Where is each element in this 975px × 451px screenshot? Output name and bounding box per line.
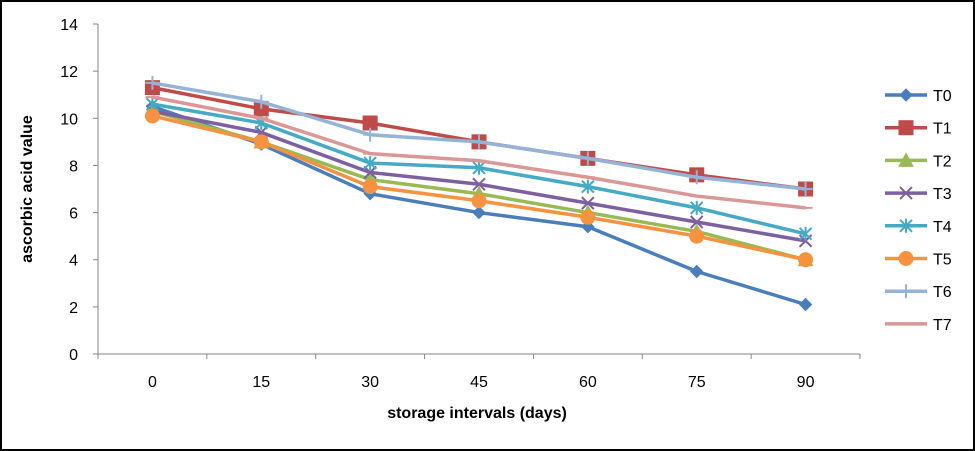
legend-marker — [898, 152, 914, 167]
x-tick-label: 90 — [797, 374, 815, 391]
data-point — [581, 179, 595, 194]
data-point — [362, 179, 378, 195]
data-point — [689, 170, 704, 185]
legend-label: T6 — [933, 284, 952, 301]
y-tick-label: 2 — [69, 300, 78, 317]
legend-item-t2: T2 — [885, 152, 952, 170]
data-point — [363, 156, 377, 171]
legend-marker — [899, 186, 913, 200]
series-t7 — [145, 95, 813, 210]
legend-label: T7 — [933, 317, 952, 334]
data-point — [472, 205, 486, 220]
data-point — [254, 94, 269, 109]
series-t3 — [145, 104, 813, 248]
legend-label: T4 — [933, 219, 952, 236]
legend-label: T0 — [933, 88, 952, 105]
data-point — [253, 134, 269, 150]
series-layer — [144, 75, 814, 312]
legend-label: T2 — [933, 153, 952, 170]
legend-marker — [899, 284, 913, 299]
legend-item-t6: T6 — [885, 284, 952, 301]
legend-item-t3: T3 — [885, 186, 952, 203]
legend-label: T3 — [933, 186, 952, 203]
data-point — [798, 182, 813, 196]
data-point — [798, 297, 813, 312]
data-point — [471, 193, 487, 209]
data-point — [690, 264, 704, 279]
data-point — [363, 127, 378, 142]
data-point — [144, 108, 160, 124]
legend-marker — [898, 251, 914, 266]
x-tick-label: 45 — [470, 374, 488, 391]
data-point — [363, 165, 377, 180]
legend-marker — [899, 218, 913, 233]
data-point — [145, 75, 160, 90]
legend-item-t7: T7 — [885, 317, 952, 334]
data-point — [690, 200, 704, 215]
legend-label: T1 — [933, 121, 952, 138]
y-tick-label: 10 — [60, 111, 78, 128]
data-point — [689, 228, 705, 244]
data-point — [580, 151, 595, 166]
data-point — [472, 177, 486, 191]
y-tick-label: 8 — [69, 158, 78, 175]
y-axis-title: ascorbic acid value — [19, 115, 36, 263]
series-t5 — [144, 108, 814, 268]
x-tick-label: 30 — [361, 374, 379, 391]
legend-item-t4: T4 — [885, 218, 952, 236]
axes: 0 2 4 6 8 10 12 14 0 15 30 45 60 75 90 — [60, 17, 861, 391]
x-tick-label: 60 — [579, 374, 597, 391]
legend-marker — [899, 88, 913, 102]
y-tick-label: 6 — [69, 206, 78, 223]
x-axis-title: storage intervals (days) — [387, 405, 567, 422]
data-point — [798, 252, 814, 268]
data-point — [798, 226, 813, 241]
data-point — [472, 134, 486, 149]
legend-label: T5 — [933, 252, 952, 269]
series-t4 — [145, 97, 813, 241]
legend-item-t1: T1 — [885, 120, 952, 138]
legend-item-t5: T5 — [885, 251, 952, 269]
legend-item-t0: T0 — [885, 88, 952, 105]
x-tick-label: 15 — [252, 374, 270, 391]
y-tick-label: 4 — [69, 253, 78, 270]
legend: T0 T1 T2 T3 T4 T5 T6 T7 — [885, 88, 952, 334]
x-tick-label: 0 — [148, 374, 157, 391]
series-t6 — [145, 75, 813, 196]
x-tick-label: 75 — [688, 374, 706, 391]
data-point — [472, 160, 486, 175]
y-tick-label: 12 — [60, 64, 78, 81]
data-point — [690, 215, 704, 229]
data-point — [580, 209, 596, 225]
data-point — [581, 196, 595, 210]
legend-marker — [898, 120, 914, 136]
y-tick-label: 0 — [69, 347, 78, 364]
y-tick-label: 14 — [60, 17, 78, 34]
